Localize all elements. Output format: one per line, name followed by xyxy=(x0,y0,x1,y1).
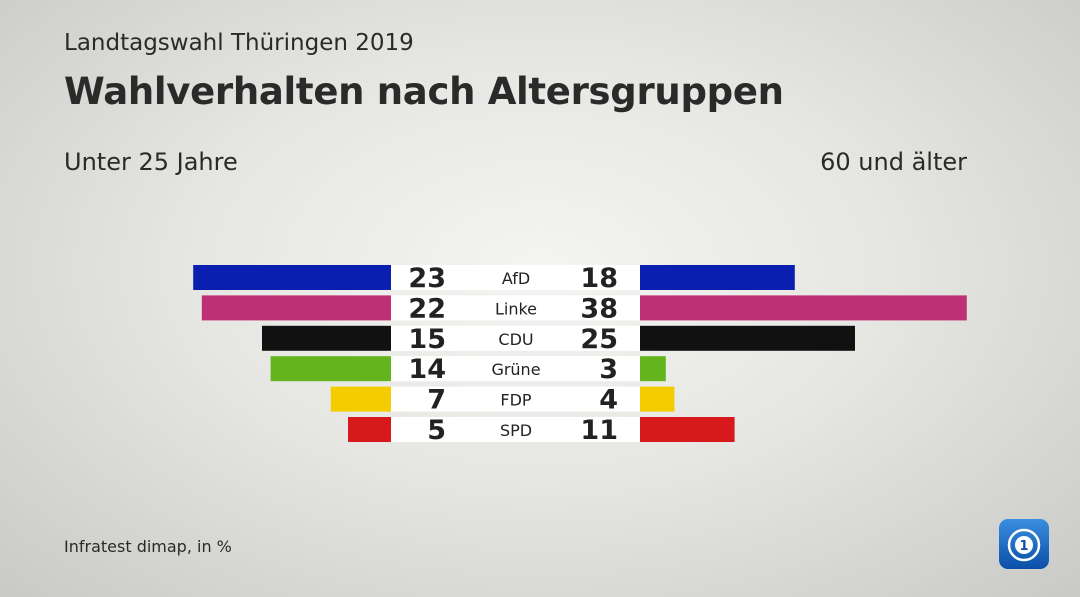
left-group-label: Unter 25 Jahre xyxy=(64,148,238,176)
label-strip-linke xyxy=(391,295,640,321)
label-strip-fdp xyxy=(391,386,640,412)
bar-right-spd xyxy=(640,417,735,442)
value-left-afd: 23 xyxy=(408,263,446,294)
value-left-spd: 5 xyxy=(427,415,446,446)
value-right-cdu: 25 xyxy=(580,324,618,355)
value-right-spd: 11 xyxy=(580,415,618,446)
bar-left-spd xyxy=(348,417,391,442)
value-left-cdu: 15 xyxy=(408,324,446,355)
label-strip-spd xyxy=(391,417,640,442)
value-right-fdp: 4 xyxy=(599,385,618,416)
bar-left-fdp xyxy=(330,386,391,412)
category-label-afd: AfD xyxy=(502,269,530,288)
label-strip-gruene xyxy=(391,356,640,382)
chart-supertitle: Landtagswahl Thüringen 2019 xyxy=(64,30,414,56)
chart-title: Wahlverhalten nach Altersgruppen xyxy=(64,70,784,113)
category-label-linke: Linke xyxy=(495,299,537,318)
bar-right-gruene xyxy=(640,356,666,382)
value-left-fdp: 7 xyxy=(427,385,446,416)
bar-left-gruene xyxy=(270,356,391,382)
value-left-linke: 22 xyxy=(408,293,446,324)
category-label-gruene: Grüne xyxy=(491,360,540,379)
value-left-gruene: 14 xyxy=(408,354,446,385)
value-right-linke: 38 xyxy=(580,293,618,324)
value-right-gruene: 3 xyxy=(599,354,618,385)
bar-left-cdu xyxy=(262,325,391,351)
value-right-afd: 18 xyxy=(580,263,618,294)
bar-right-linke xyxy=(640,295,967,321)
bar-right-afd xyxy=(640,265,795,290)
bar-left-afd xyxy=(193,265,391,290)
source-note: Infratest dimap, in % xyxy=(64,537,232,556)
category-label-spd: SPD xyxy=(500,421,532,440)
right-group-label: 60 und älter xyxy=(820,148,967,176)
bar-right-fdp xyxy=(640,386,675,412)
label-strip-cdu xyxy=(391,325,640,351)
category-label-cdu: CDU xyxy=(498,330,533,349)
svg-text:1: 1 xyxy=(1019,539,1028,554)
label-strip-afd xyxy=(391,265,640,290)
bar-right-cdu xyxy=(640,325,855,351)
category-label-fdp: FDP xyxy=(500,391,532,410)
bar-left-linke xyxy=(201,295,391,321)
broadcaster-logo-icon: 1 xyxy=(998,518,1050,570)
